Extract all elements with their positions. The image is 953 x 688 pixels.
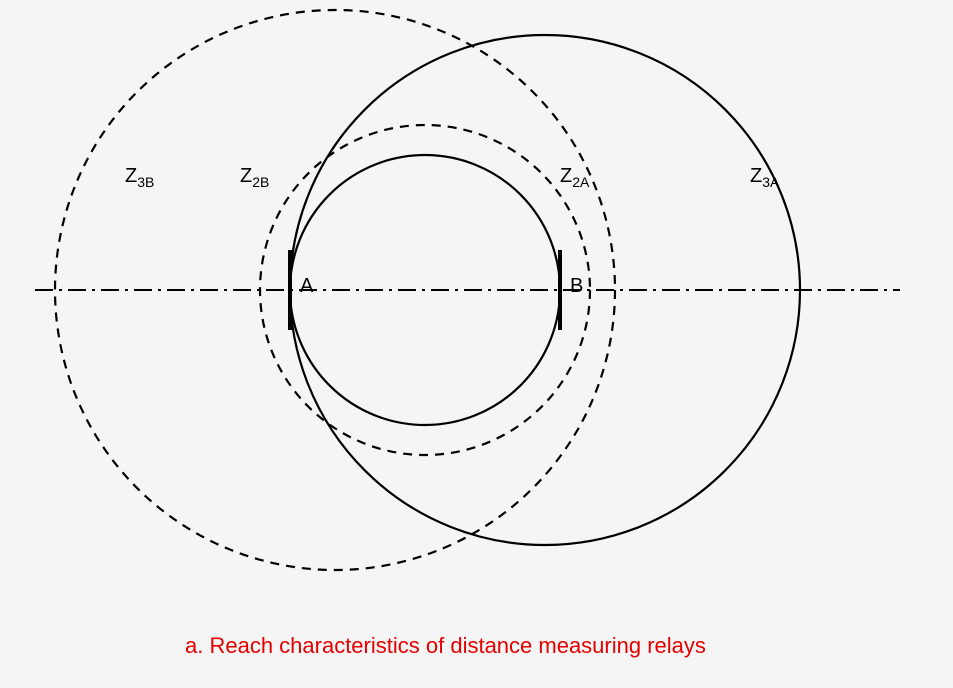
diagram-canvas: [0, 0, 953, 688]
zone-label-z3b: Z3B: [125, 165, 154, 190]
bus-label-a: A: [300, 275, 313, 298]
zone-label-z3a: Z3A: [750, 165, 779, 190]
figure-caption: a. Reach characteristics of distance mea…: [185, 633, 706, 659]
zone-label-z2b: Z2B: [240, 165, 269, 190]
zone-label-z2a: Z2A: [560, 165, 589, 190]
bus-label-b: B: [570, 275, 583, 298]
